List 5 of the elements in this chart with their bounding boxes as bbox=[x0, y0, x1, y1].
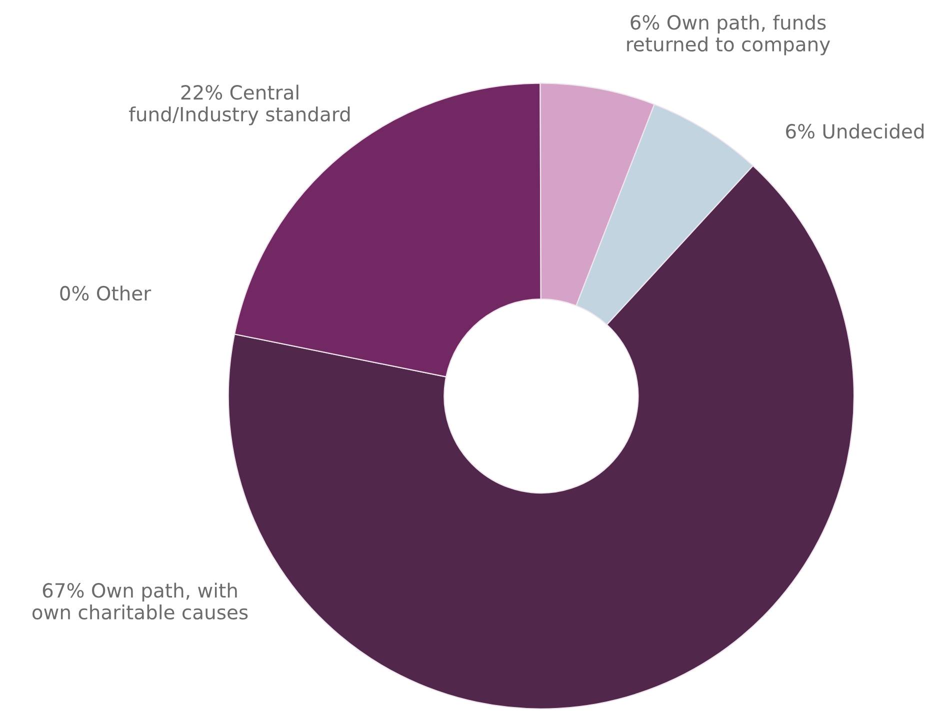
slice-label: 22% Central fund/Industry standard bbox=[129, 84, 350, 126]
slice-label: 6% Own path, funds returned to company bbox=[627, 14, 830, 56]
text: 0% Other bbox=[60, 286, 152, 301]
slice-label: 67% Own path, with own charitable causes bbox=[32, 582, 248, 620]
slice-label: 6% Undecided bbox=[786, 124, 924, 139]
